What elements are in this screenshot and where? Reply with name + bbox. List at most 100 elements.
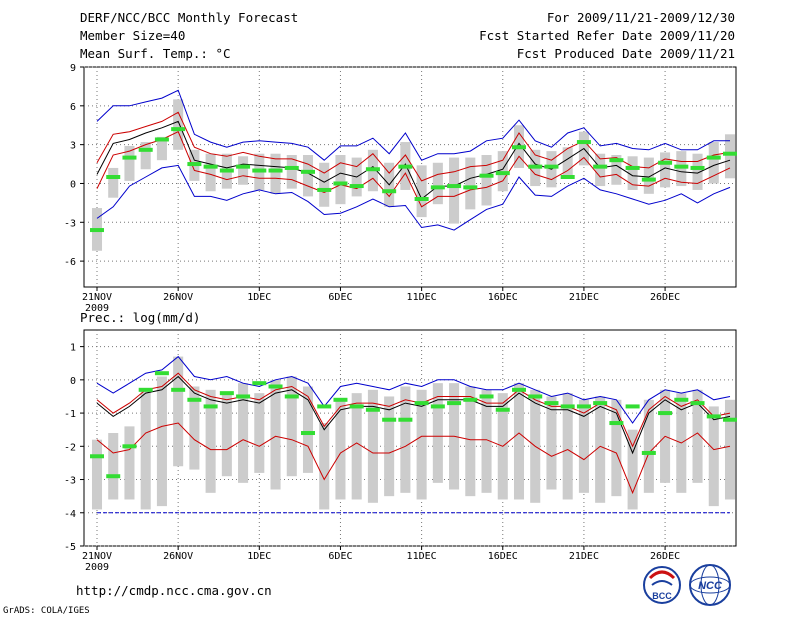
observed-marker [593,164,608,169]
observed-marker [398,417,413,422]
observed-marker [560,175,575,179]
spread-box [156,376,167,507]
spread-box [270,379,281,490]
x-tick-label: 26NOV [163,551,193,562]
x-tick-label: 16DEC [488,551,518,562]
y-tick-label: 1 [70,343,76,354]
observed-marker [690,401,705,406]
spread-box [465,157,476,210]
max-line [96,89,730,161]
y-tick-label: -3 [64,476,76,487]
spread-box [611,399,622,497]
x-year-label: 2009 [85,303,109,314]
observed-marker [154,371,169,376]
x-tick-label: 16DEC [488,292,518,303]
observed-marker [301,431,315,436]
spread-box [595,153,606,187]
spread-box [708,406,719,507]
observed-marker [138,147,153,152]
spread-box [302,386,314,473]
spread-box [221,393,232,477]
max-line [96,355,731,424]
observed-marker [203,404,218,409]
observed-marker [544,164,559,169]
spread-box [562,147,573,179]
observed-marker [625,404,640,409]
observed-marker [641,177,656,182]
observed-marker [171,127,186,132]
observed-marker [138,387,153,392]
observed-marker [690,165,705,170]
lower-line [96,131,731,208]
spread-box [124,426,135,500]
observed-marker [723,417,737,422]
observed-marker [414,197,429,201]
x-tick-label: 11DEC [407,551,437,562]
header-start-date: Fcst Started Refer Date 2009/11/20 [479,28,735,43]
observed-marker [187,397,202,402]
observed-marker [706,414,721,419]
spread-box [335,399,346,500]
spread-box [724,134,736,179]
observed-marker [609,421,624,426]
observed-marker [317,404,332,409]
observed-marker [236,394,251,399]
spread-box [189,386,200,470]
ncc-logo-text: NCC [698,580,723,592]
observed-marker [284,394,299,399]
precipitation-panel: -5 -4 -3 -2 -1 0 1 21NOV 26NOV 1DEC 6DEC 11DEC 16DEC… [64,329,737,573]
bcc-logo-text: BCC [652,591,672,601]
spread-box [238,383,249,483]
observed-marker [122,444,137,449]
y-tick-label: 0 [70,376,76,387]
y-tick-label: -4 [64,509,76,520]
observed-marker [203,164,218,169]
observed-marker [641,450,656,455]
observed-marker [430,404,445,409]
x-tick-label: 26NOV [163,292,193,303]
observed-marker [495,407,510,412]
observed-marker [528,394,543,399]
observed-marker [447,184,462,189]
plot-frame [83,66,737,288]
observed-marker [365,407,380,412]
observed-marker [219,168,234,173]
x-tick-label: 1DEC [247,292,271,303]
spread-box [546,396,557,490]
spread-box [302,155,314,197]
spread-box [286,155,297,189]
header-period: For 2009/11/21-2009/12/30 [547,10,735,25]
x-year-label: 2009 [85,562,109,573]
spread-box [108,433,119,500]
observed-marker [560,404,575,409]
x-tick-label: 21NOV [82,551,112,562]
observed-marker [106,474,121,479]
observed-marker [479,173,494,178]
spread-box [173,99,184,150]
observed-marker [625,165,640,170]
observed-marker [674,164,689,169]
y-tick-label: -1 [64,409,76,420]
observed-marker [723,151,737,156]
spread-box [108,167,119,198]
spread-box [367,389,378,503]
observed-marker [252,168,267,173]
spread-box [660,152,671,188]
observed-marker [463,185,478,190]
spread-box [238,156,249,185]
observed-marker [576,404,591,409]
spread-box [627,156,638,190]
observed-marker [219,391,234,396]
spread-box [254,393,265,473]
observed-marker [382,417,397,422]
header-produced-date: Fcst Produced Date 2009/11/21 [517,46,735,61]
observed-marker [349,404,364,409]
spread-box [270,153,281,194]
observed-marker [674,397,689,402]
observed-marker [512,387,526,392]
observed-marker [301,169,315,174]
mean-line [96,120,731,200]
header-variable: Mean Surf. Temp.: °C [80,46,231,61]
observed-marker [333,397,348,402]
